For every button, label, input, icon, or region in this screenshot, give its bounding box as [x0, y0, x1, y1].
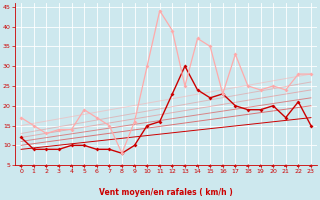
X-axis label: Vent moyen/en rafales ( km/h ): Vent moyen/en rafales ( km/h ) [99, 188, 233, 197]
